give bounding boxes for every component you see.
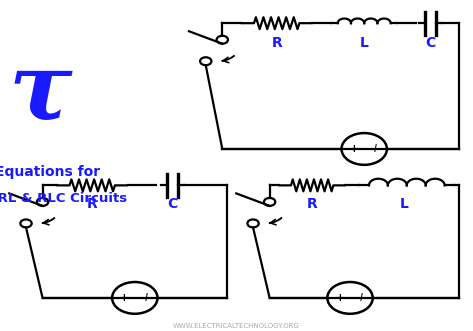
Text: L: L xyxy=(400,197,409,211)
Text: I: I xyxy=(145,293,148,303)
Text: RC, RL & RLC Circuits: RC, RL & RLC Circuits xyxy=(0,192,127,205)
Text: L: L xyxy=(360,36,368,50)
Text: R: R xyxy=(87,197,97,211)
Text: +: + xyxy=(120,293,129,303)
Text: +: + xyxy=(335,293,344,303)
Text: WWW.ELECTRICALTECHNOLOGY.ORG: WWW.ELECTRICALTECHNOLOGY.ORG xyxy=(173,323,300,329)
Text: Equations for: Equations for xyxy=(0,165,100,179)
Text: I: I xyxy=(360,293,363,303)
Text: C: C xyxy=(425,36,436,50)
Text: I: I xyxy=(374,144,377,154)
Text: R: R xyxy=(272,36,282,50)
Text: +: + xyxy=(350,144,359,154)
Text: R: R xyxy=(307,197,317,211)
Text: τ: τ xyxy=(9,48,72,138)
Text: C: C xyxy=(167,197,178,211)
